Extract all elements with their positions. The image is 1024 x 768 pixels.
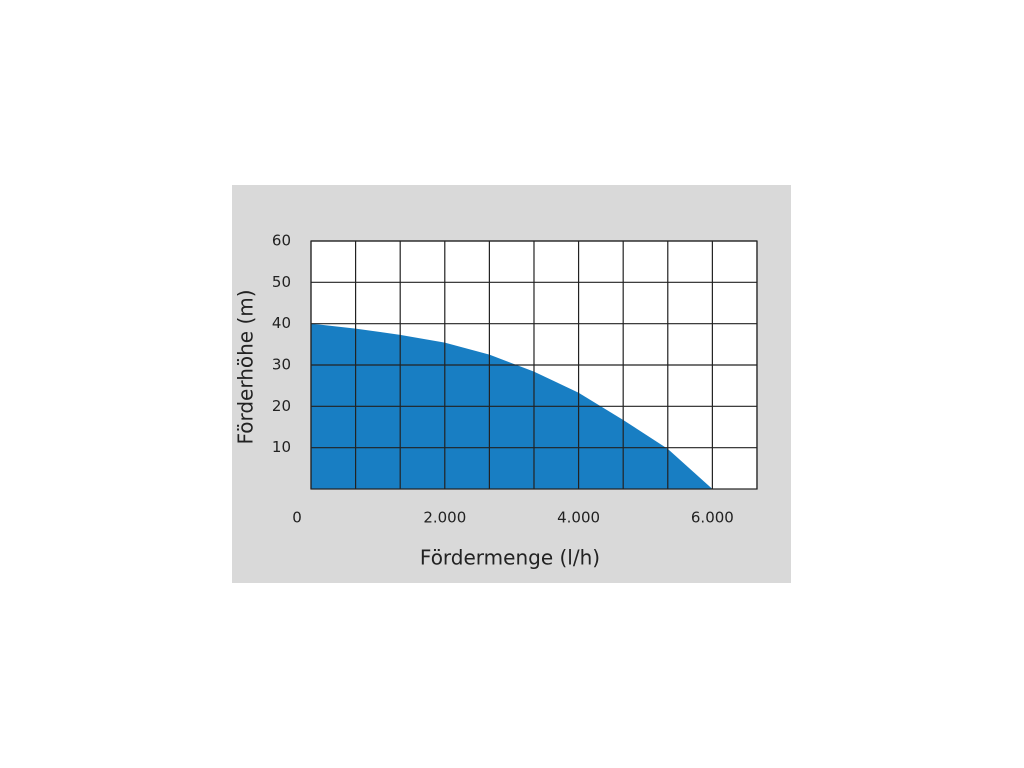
y-tick-label: 20 <box>272 397 291 415</box>
y-tick-label: 40 <box>272 314 291 332</box>
x-tick-label: 0 <box>292 509 302 527</box>
x-axis-label: Fördermenge (l/h) <box>420 546 600 570</box>
y-tick-label: 10 <box>272 438 291 456</box>
x-tick-label: 4.000 <box>557 509 600 527</box>
y-tick-label: 30 <box>272 356 291 374</box>
x-tick-label: 6.000 <box>691 509 734 527</box>
y-tick-label: 50 <box>272 273 291 291</box>
plot-border <box>310 240 758 490</box>
x-tick-label: 2.000 <box>423 509 466 527</box>
y-axis-label: Förderhöhe (m) <box>234 289 258 444</box>
y-tick-label: 60 <box>272 232 291 250</box>
